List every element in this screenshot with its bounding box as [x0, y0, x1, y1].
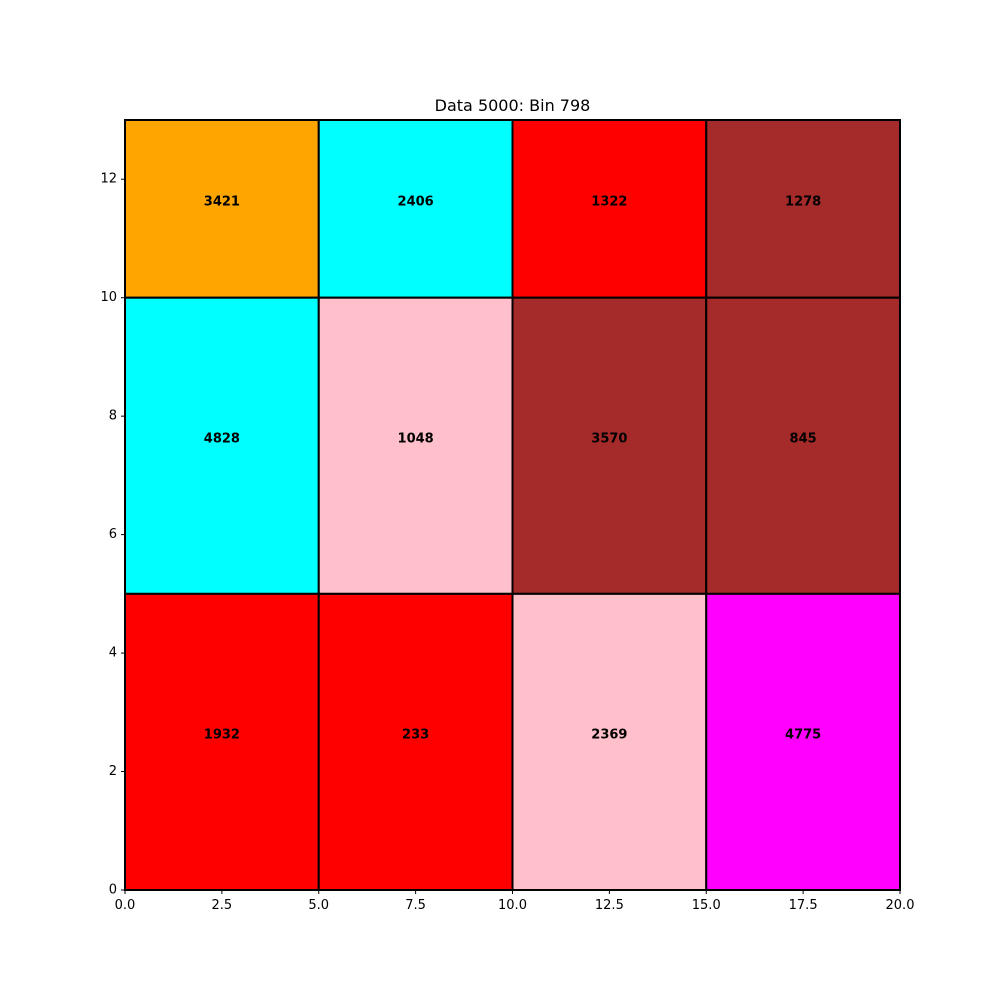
x-tick-label: 10.0: [498, 898, 527, 913]
cell-value-label: 1048: [398, 431, 434, 446]
cell-value-label: 4775: [785, 727, 821, 742]
x-tick-label: 15.0: [692, 898, 721, 913]
x-tick-label: 2.5: [212, 898, 233, 913]
cell-value-label: 233: [402, 727, 429, 742]
y-tick-label: 2: [109, 764, 117, 779]
cell-value-label: 1278: [785, 194, 821, 209]
x-tick-label: 20.0: [886, 898, 915, 913]
heatmap-cell: [317, 592, 514, 891]
x-tick-label: 7.5: [405, 898, 426, 913]
heatmap-cell: [124, 119, 320, 299]
cell-labels-layer: 3421 2406 1322 1278 4828 1048 3570 845 1932 233 23…: [204, 194, 821, 742]
cell-value-label: 845: [790, 431, 817, 446]
cell-value-label: 3570: [591, 431, 627, 446]
x-tick-label: 5.0: [308, 898, 329, 913]
cell-value-label: 4828: [204, 431, 240, 446]
cell-value-label: 1932: [204, 727, 240, 742]
heatmap-cell: [511, 119, 708, 299]
heatmap-cell: [705, 592, 901, 891]
x-tick-label: 0.0: [115, 898, 136, 913]
cells-layer: [124, 119, 901, 891]
heatmap-cell: [705, 296, 901, 595]
y-tick-label: 6: [109, 527, 117, 542]
heatmap-cell: [511, 296, 708, 595]
cell-value-label: 1322: [591, 194, 627, 209]
heatmap-cell: [705, 119, 901, 299]
y-tick-label: 4: [109, 646, 117, 661]
y-tick-label: 12: [100, 172, 117, 187]
y-tick-label: 0: [109, 883, 117, 898]
cell-value-label: 2369: [591, 727, 627, 742]
axes-layer: 0.0 2.5 5.0 7.5 10.0 12.5 15.0 17.5 20.0 0 2 4 6 8 10 1…: [100, 119, 915, 913]
x-tick-label: 17.5: [789, 898, 818, 913]
cell-value-label: 2406: [398, 194, 434, 209]
cell-value-label: 3421: [204, 194, 240, 209]
y-tick-label: 8: [109, 409, 117, 424]
chart-title: Data 5000: Bin 798: [435, 96, 591, 115]
x-tick-label: 12.5: [595, 898, 624, 913]
y-tick-label: 10: [100, 290, 117, 305]
